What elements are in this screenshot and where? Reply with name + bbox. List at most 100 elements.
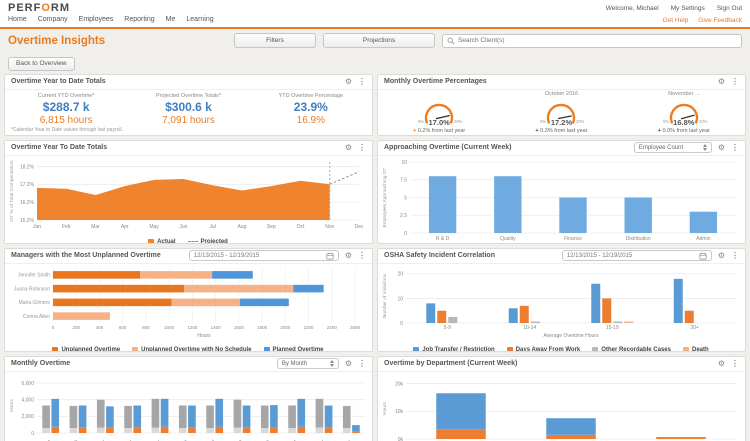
nav-me[interactable]: Me — [165, 16, 176, 23]
gear-icon[interactable]: ⚙ — [717, 358, 725, 368]
kebab-menu-icon[interactable]: ⋮ — [358, 250, 366, 260]
bar-segment — [297, 398, 306, 427]
kebab-menu-icon[interactable]: ⋮ — [358, 358, 366, 368]
svg-text:Feb: Feb — [70, 438, 79, 441]
kebab-menu-icon[interactable]: ⋮ — [731, 250, 739, 260]
bar-segment — [215, 426, 224, 433]
svg-text:7.5: 7.5 — [400, 177, 407, 183]
nav-employees[interactable]: Employees — [78, 16, 114, 23]
bar — [437, 310, 447, 323]
sign-out-link[interactable]: Sign Out — [716, 4, 742, 12]
date-range-input[interactable]: 12/13/2015 - 12/19/2015 — [561, 250, 712, 261]
filters-button[interactable]: Filters — [234, 33, 316, 48]
projections-button[interactable]: Projections — [323, 33, 435, 48]
card-osha-correlation: OSHA Safety Incident Correlation 12/13/2… — [377, 247, 746, 352]
osha-correlation-chart: 0 10 20 Number of Violations 5-9 10-14 15-19 20… — [380, 265, 742, 351]
svg-text:Oct: Oct — [297, 224, 305, 230]
gear-icon[interactable]: ⚙ — [717, 76, 725, 86]
svg-text:20: 20 — [397, 271, 403, 277]
legend-item[interactable]: Days Away From Work — [506, 346, 580, 351]
back-to-overview-button[interactable]: Back to Overview — [8, 56, 75, 71]
welcome-user-link[interactable]: Welcome, Michael — [605, 4, 659, 12]
bar — [673, 278, 683, 323]
bar-segment — [215, 398, 224, 427]
gear-icon[interactable]: ⚙ — [717, 250, 725, 260]
bar-segment — [240, 298, 289, 306]
chart-legend: Job Transfer / Restriction Days Away From… — [380, 344, 742, 351]
nav-home[interactable]: Home — [8, 16, 27, 23]
bar-segment — [188, 426, 196, 433]
nav-learning[interactable]: Learning — [186, 16, 214, 23]
gauge-delta: + 0.2% from last year — [413, 127, 466, 134]
svg-text:15-19: 15-19 — [606, 325, 619, 331]
svg-text:2400: 2400 — [327, 325, 338, 330]
my-settings-link[interactable]: My Settings — [670, 4, 705, 12]
legend-item[interactable]: Other Recordable Cases — [592, 346, 671, 351]
kebab-menu-icon[interactable]: ⋮ — [731, 358, 739, 368]
legend-item[interactable]: Unplanned Overtime — [52, 346, 120, 351]
bar-segment — [297, 426, 306, 433]
bar-segment — [188, 405, 196, 427]
legend-item[interactable]: Projected — [187, 239, 228, 243]
gear-icon[interactable]: ⚙ — [344, 358, 352, 368]
get-help-link[interactable]: Get Help — [662, 16, 689, 24]
bar — [689, 211, 718, 233]
svg-text:16.2%: 16.2% — [20, 199, 35, 205]
bar-segment — [96, 399, 105, 428]
card-title: Overtime Year to Date Totals — [11, 78, 106, 85]
svg-text:Aug: Aug — [237, 224, 246, 230]
chart-canvas: 0 200 400 600 800 1000 1200 1400 1600 1800 2000 220… — [14, 267, 361, 339]
svg-text:Corina Allen: Corina Allen — [23, 313, 50, 319]
gear-icon[interactable]: ⚙ — [344, 142, 352, 152]
chart-canvas: 15.2% 16.2% 17.2% 18.2% OT % of Total Compen… — [9, 160, 364, 230]
bar-segment — [260, 405, 269, 428]
gear-icon[interactable]: ⚙ — [717, 142, 725, 152]
bar-segment — [546, 417, 596, 435]
date-range-value: 12/13/2015 - 12/19/2015 — [566, 252, 633, 259]
bar — [559, 197, 587, 233]
svg-text:May: May — [149, 224, 159, 230]
metric-secondary-value: 7,091 hours — [162, 114, 215, 126]
bar-segment — [352, 424, 360, 431]
nav-company[interactable]: Company — [37, 16, 68, 23]
legend-item[interactable]: Unplanned Overtime with No Schedule — [132, 346, 252, 351]
bar — [428, 175, 457, 233]
gauge: October 2016 0% 20% 17.2% + 0.3% from last y… — [500, 91, 622, 135]
svg-text:Jul: Jul — [208, 438, 215, 441]
chevron-updown-icon — [329, 360, 334, 367]
date-range-input[interactable]: 12/13/2015 - 12/19/2015 — [188, 250, 339, 261]
legend-item[interactable]: Actual — [148, 238, 176, 243]
bar — [624, 197, 652, 233]
kebab-menu-icon[interactable]: ⋮ — [731, 142, 739, 152]
card-title: Monthly Overtime — [11, 360, 71, 367]
svg-text:20+: 20+ — [691, 325, 700, 331]
bar-segment — [293, 284, 324, 292]
svg-text:10: 10 — [397, 296, 403, 302]
card-monthly-overtime: Monthly Overtime By Month ⚙ ⋮ 0 2,000 4,00… — [4, 355, 373, 441]
bar — [426, 302, 436, 323]
gear-icon[interactable]: ⚙ — [344, 250, 352, 260]
kebab-menu-icon[interactable]: ⋮ — [731, 76, 739, 86]
bar-segment — [212, 270, 253, 279]
give-feedback-link[interactable]: Give Feedback — [698, 16, 742, 24]
legend-item[interactable]: Death — [682, 346, 709, 351]
bar-segment — [436, 392, 486, 429]
search-input[interactable] — [458, 37, 737, 44]
kebab-menu-icon[interactable]: ⋮ — [358, 76, 366, 86]
legend-item[interactable]: Planned Overtime — [263, 346, 324, 351]
legend-item[interactable]: Job Transfer / Restriction — [413, 346, 495, 351]
actual-area-series — [37, 178, 330, 220]
bar-segment — [315, 427, 324, 433]
bar-segment — [53, 284, 185, 292]
bar — [613, 321, 623, 323]
employee-count-dropdown[interactable]: Employee Count — [633, 142, 712, 153]
bar-segment — [160, 398, 169, 427]
svg-text:2,000: 2,000 — [21, 414, 34, 420]
gear-icon[interactable]: ⚙ — [344, 76, 352, 86]
nav-reporting[interactable]: Reporting — [124, 16, 155, 23]
gauge-title: November ... — [668, 90, 700, 97]
svg-text:15.2%: 15.2% — [20, 217, 35, 223]
kebab-menu-icon[interactable]: ⋮ — [358, 142, 366, 152]
by-month-dropdown[interactable]: By Month — [276, 358, 339, 369]
perform-logo[interactable]: PERFORM — [8, 2, 71, 14]
